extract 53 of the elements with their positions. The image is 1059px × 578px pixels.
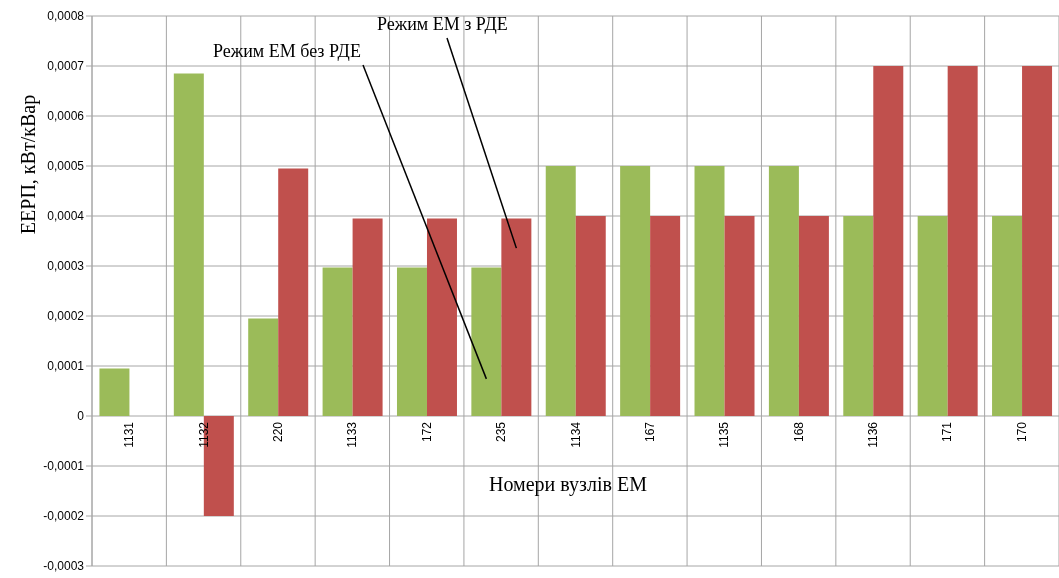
bar bbox=[426, 218, 457, 416]
y-tick-label: -0,0001 bbox=[43, 459, 85, 474]
y-tick-label: -0,0002 bbox=[43, 509, 85, 524]
x-tick-label: 168 bbox=[791, 421, 806, 443]
x-tick-label: 1133 bbox=[345, 421, 360, 448]
bar bbox=[768, 166, 799, 416]
x-tick-label: 1135 bbox=[717, 421, 732, 448]
x-tick-label: 1134 bbox=[568, 421, 583, 448]
bar bbox=[322, 267, 353, 416]
y-tick-label: 0,0007 bbox=[47, 59, 85, 74]
bar bbox=[843, 216, 874, 416]
x-tick-label: 1136 bbox=[866, 421, 881, 448]
y-tick-label: 0 bbox=[77, 409, 85, 424]
x-tick-label: 170 bbox=[1014, 421, 1029, 443]
bar bbox=[650, 216, 681, 416]
y-tick-label: 0,0006 bbox=[47, 109, 85, 124]
bar bbox=[545, 166, 576, 416]
bar bbox=[501, 218, 532, 416]
x-tick-label: 167 bbox=[642, 421, 657, 443]
bar bbox=[873, 66, 904, 416]
bar bbox=[694, 166, 725, 416]
bar bbox=[947, 66, 978, 416]
y-tick-label: 0,0005 bbox=[47, 159, 85, 174]
bar bbox=[396, 267, 427, 416]
bar bbox=[278, 168, 309, 416]
y-tick-label: 0,0001 bbox=[47, 359, 85, 374]
x-tick-label: 1132 bbox=[196, 421, 211, 448]
text: Режим ЕМ з РДЕ bbox=[377, 14, 508, 34]
bar bbox=[798, 216, 829, 416]
bar bbox=[471, 267, 502, 416]
bar bbox=[575, 216, 606, 416]
y-tick-label: 0,0003 bbox=[47, 259, 85, 274]
y-axis-title: ЕЕРП, кВт/кВар bbox=[17, 94, 40, 235]
bar bbox=[173, 73, 204, 416]
x-tick-label: 220 bbox=[270, 421, 285, 443]
bar bbox=[620, 166, 651, 416]
series-label: Режим ЕМ без РДЕ bbox=[213, 41, 361, 61]
y-tick-label: 0,0002 bbox=[47, 309, 85, 324]
x-tick-label: 1131 bbox=[122, 421, 137, 448]
bar bbox=[248, 318, 279, 416]
bar bbox=[352, 218, 383, 416]
bar bbox=[992, 216, 1023, 416]
x-tick-label: 235 bbox=[494, 421, 509, 443]
x-tick-label: 172 bbox=[419, 421, 434, 443]
y-tick-label: 0,0008 bbox=[47, 9, 85, 24]
x-axis-title: Номери вузлів ЕМ bbox=[489, 473, 648, 496]
x-tick-label: 171 bbox=[940, 421, 955, 443]
bar bbox=[99, 368, 130, 416]
y-tick-label: 0,0004 bbox=[47, 209, 85, 224]
bar bbox=[724, 216, 755, 416]
y-tick-label: -0,0003 bbox=[43, 559, 85, 574]
bar bbox=[917, 216, 948, 416]
bar bbox=[1022, 66, 1053, 416]
